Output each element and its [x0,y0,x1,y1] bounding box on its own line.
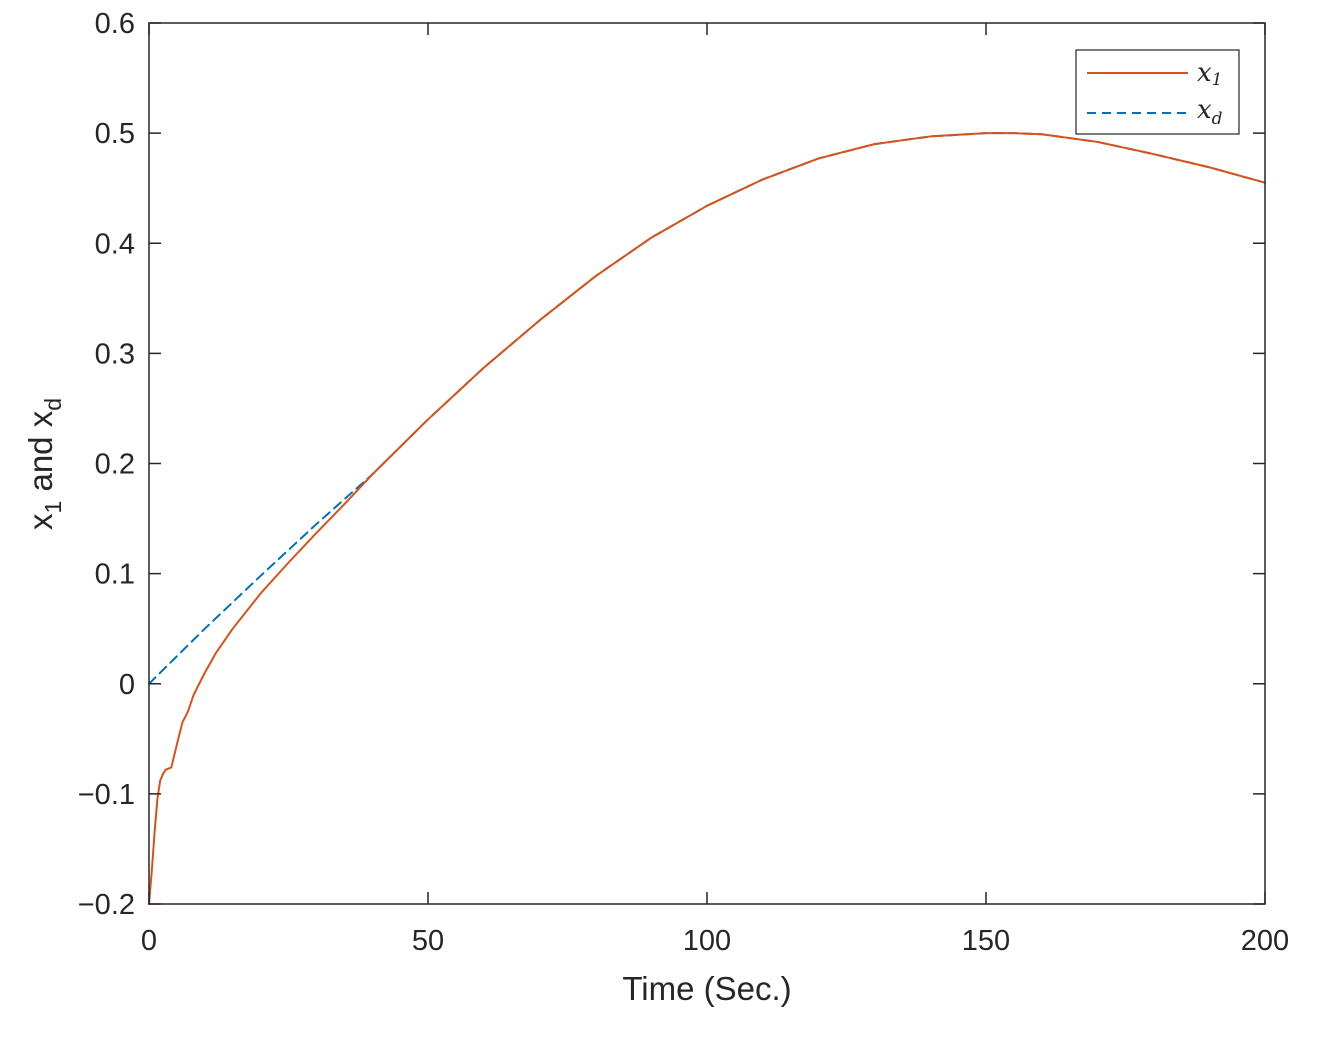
x-axis-title: Time (Sec.) [622,970,791,1007]
legend-label-xd-sub: d [1212,109,1223,129]
y-tick-label: 0.4 [95,228,135,260]
y-tick-label: −0.1 [78,779,135,811]
x-tick-label: 50 [412,925,444,957]
y-tick-label: 0.3 [95,338,135,370]
ticks-layer: 0 50 100 150 200 −0.2 −0.1 0 0.1 0.2 0.3 0.4 0.5 0.6 [78,8,1289,957]
legend-label-x1: x1 [1197,58,1223,90]
legend-label-xd: xd [1197,95,1223,129]
y-tick-label: −0.2 [78,889,135,921]
plot-area [149,23,1265,904]
y-tick-label: 0.2 [95,449,135,481]
series-line-x1 [148,132,1266,905]
legend-box [1075,49,1240,135]
y-axis-title-main-1: x [22,513,59,530]
y-tick-label: 0 [119,669,135,701]
y-axis-title-sub-1: 1 [40,501,66,514]
series-layer [148,132,1266,905]
x-tick-label: 0 [141,925,157,957]
y-axis-title-sub-2: d [40,398,66,411]
x-tick-label: 150 [962,925,1010,957]
y-tick-label: 0.1 [95,559,135,591]
legend: x1 xd [1075,49,1240,135]
y-tick-label: 0.5 [95,118,135,150]
legend-label-xd-main: x [1197,95,1212,125]
y-axis-title: x1 and xd [22,398,66,530]
legend-label-x1-main: x [1197,58,1212,88]
y-tick-label: 0.6 [95,8,135,40]
y-axis-title-main-2: and x [22,410,59,500]
legend-label-x1-sub: 1 [1212,70,1223,90]
x-tick-label: 100 [683,925,731,957]
x-tick-label: 200 [1241,925,1289,957]
